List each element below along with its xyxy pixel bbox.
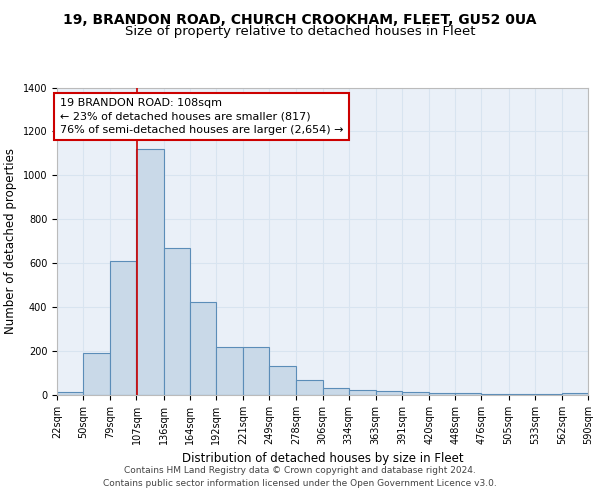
Text: 19 BRANDON ROAD: 108sqm
← 23% of detached houses are smaller (817)
76% of semi-d: 19 BRANDON ROAD: 108sqm ← 23% of detache… [60, 98, 343, 135]
Bar [57, 392, 83, 395]
Bar [509, 394, 535, 395]
Text: 19, BRANDON ROAD, CHURCH CROOKHAM, FLEET, GU52 0UA: 19, BRANDON ROAD, CHURCH CROOKHAM, FLEET… [63, 12, 537, 26]
Bar [323, 388, 349, 395]
Bar [535, 394, 562, 395]
Bar [216, 346, 243, 395]
Bar [110, 261, 136, 395]
Bar [481, 394, 509, 395]
Bar [376, 390, 402, 395]
Bar [83, 354, 110, 395]
Bar [349, 390, 376, 395]
Bar [296, 380, 323, 395]
Bar [455, 393, 481, 395]
Bar [429, 393, 455, 395]
Bar [243, 346, 269, 395]
Bar [269, 366, 296, 395]
Bar [164, 248, 190, 395]
Bar [136, 149, 164, 395]
Bar [190, 302, 216, 395]
Bar [562, 393, 588, 395]
X-axis label: Distribution of detached houses by size in Fleet: Distribution of detached houses by size … [182, 452, 463, 466]
Text: Size of property relative to detached houses in Fleet: Size of property relative to detached ho… [125, 25, 475, 38]
Text: Contains HM Land Registry data © Crown copyright and database right 2024.
Contai: Contains HM Land Registry data © Crown c… [103, 466, 497, 487]
Bar [402, 392, 429, 395]
Y-axis label: Number of detached properties: Number of detached properties [4, 148, 17, 334]
